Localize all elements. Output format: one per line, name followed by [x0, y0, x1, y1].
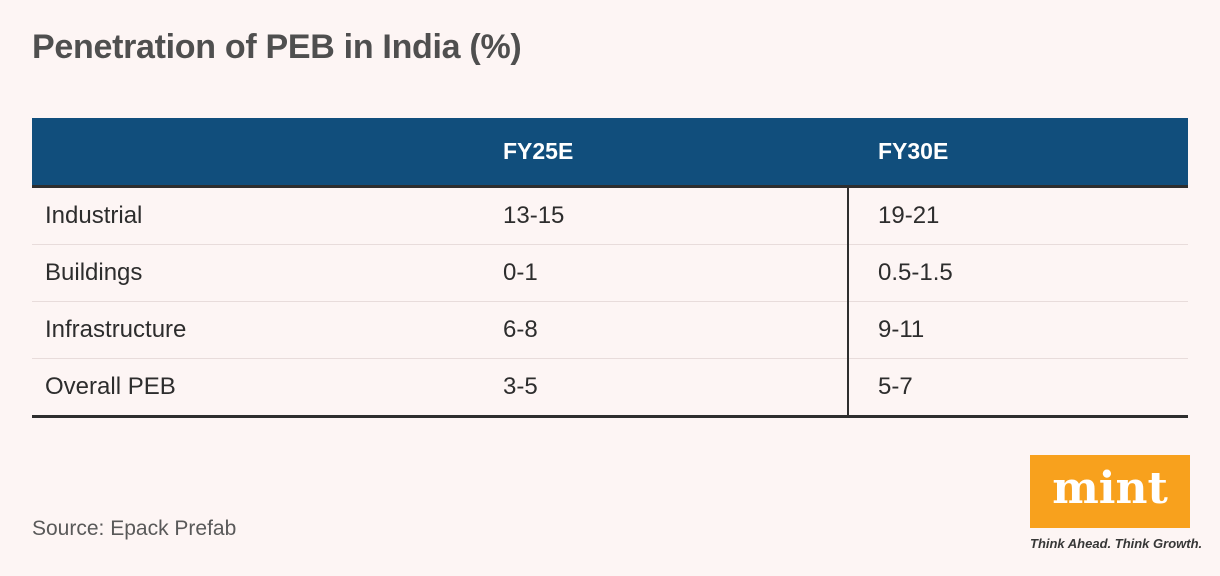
- row-label: Infrastructure: [45, 316, 187, 343]
- table-row: Overall PEB 3-5 5-7: [32, 359, 1188, 415]
- mint-logo: mint Think Ahead. Think Growth.: [1030, 455, 1203, 551]
- cell-value: 9-11: [878, 316, 925, 343]
- table-row: Infrastructure 6-8 9-11: [32, 302, 1188, 359]
- column-header-fy25e: FY25E: [503, 138, 574, 164]
- mint-tagline: Think Ahead. Think Growth.: [1030, 536, 1203, 551]
- table-body: Industrial 13-15 19-21 Buildings 0-1 0.5-1.5 I…: [32, 188, 1188, 418]
- source-note: Source: Epack Prefab: [32, 517, 237, 540]
- row-label: Industrial: [45, 202, 143, 229]
- cell-value: 0.5-1.5: [878, 259, 953, 286]
- column-divider: [847, 188, 849, 415]
- row-label: Overall PEB: [45, 373, 176, 400]
- cell-value: 0-1: [503, 259, 538, 286]
- cell-value: 6-8: [503, 316, 538, 343]
- page-title: Penetration of PEB in India (%): [32, 28, 522, 66]
- column-header-fy30e: FY30E: [878, 138, 949, 164]
- cell-value: 3-5: [503, 373, 538, 400]
- cell-value: 13-15: [503, 202, 565, 229]
- cell-value: 19-21: [878, 202, 940, 229]
- table-header-row: FY25E FY30E: [32, 118, 1188, 188]
- table-row: Buildings 0-1 0.5-1.5: [32, 245, 1188, 302]
- row-label: Buildings: [45, 259, 143, 286]
- mint-wordmark: mint: [1052, 462, 1168, 514]
- data-table: FY25E FY30E Industrial 13-15 19-21 Building…: [32, 118, 1188, 418]
- mint-logo-box: mint: [1030, 455, 1190, 528]
- cell-value: 5-7: [878, 373, 913, 400]
- table-row: Industrial 13-15 19-21: [32, 188, 1188, 245]
